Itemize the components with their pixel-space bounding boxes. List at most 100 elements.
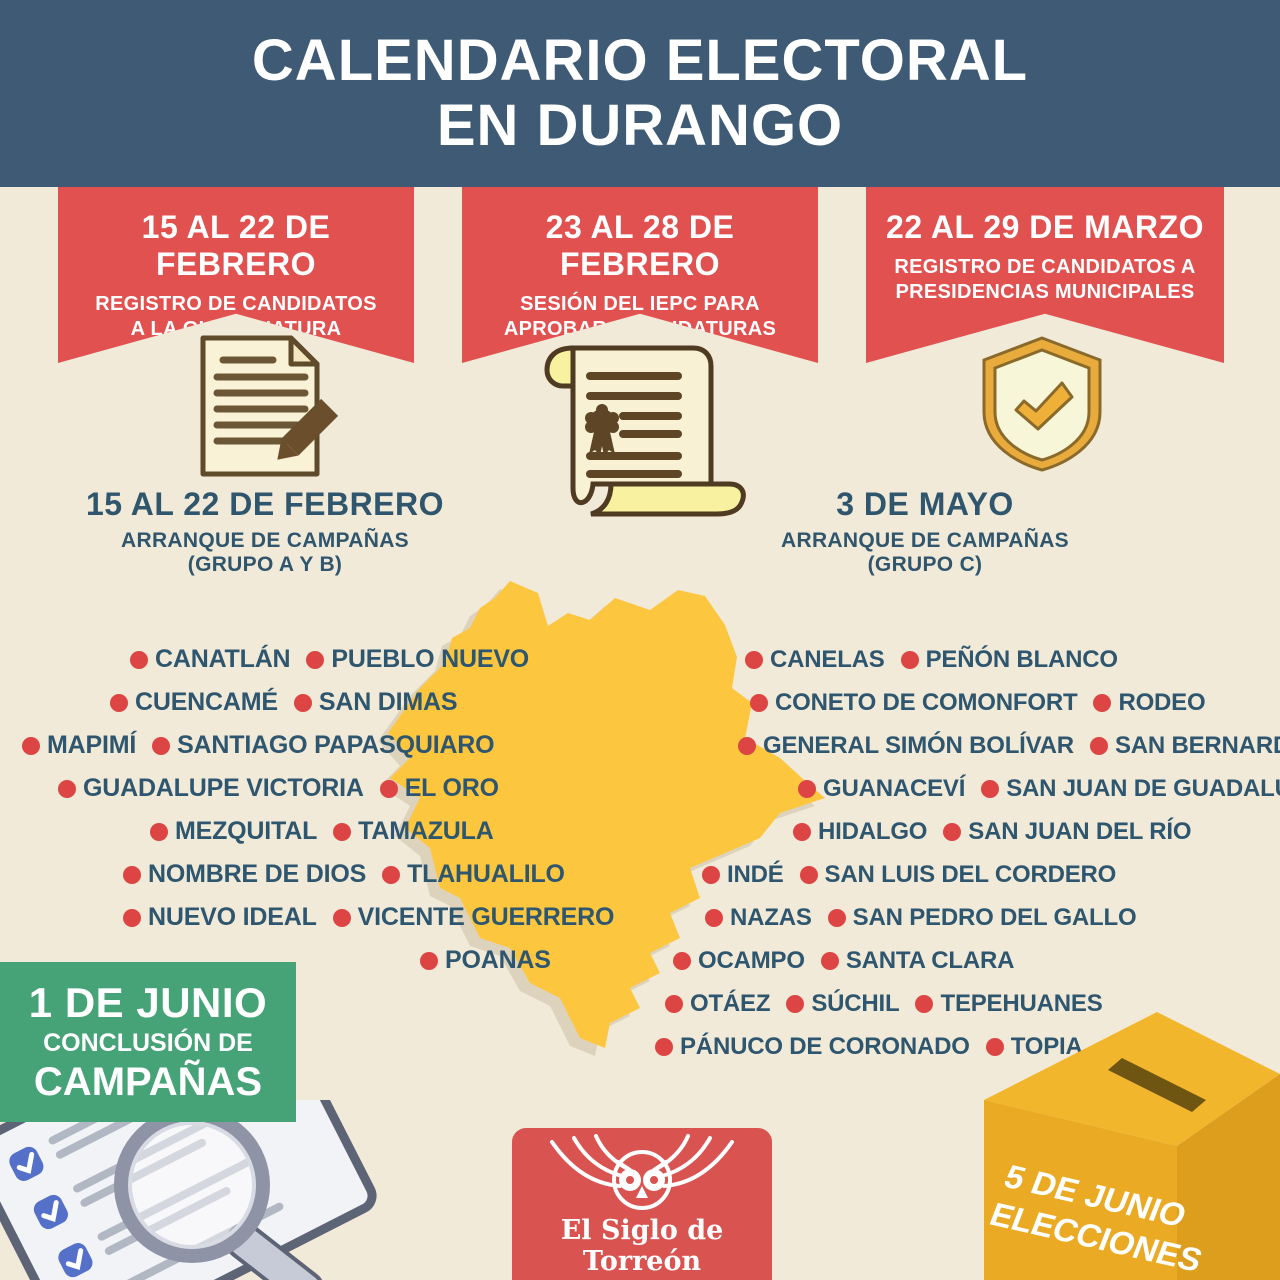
municipio-item: GUADALUPE VICTORIA [58, 774, 364, 803]
municipio-label: PUEBLO NUEVO [331, 645, 530, 673]
municipio-item: OCAMPO [673, 947, 805, 975]
municipio-label: SAN PEDRO DEL GALLO [852, 903, 1137, 931]
municipio-row: GUANACEVÍ SAN JUAN DE GUADALUPE [630, 767, 1280, 810]
municipio-item: GENERAL SIMÓN BOLÍVAR [738, 732, 1074, 760]
municipio-label: SANTIAGO PAPASQUIARO [177, 731, 495, 759]
municipio-label: PEÑÓN BLANCO [925, 645, 1118, 673]
municipio-row: CANATLÁN PUEBLO NUEVO [0, 638, 529, 681]
municipio-item: SANTA CLARA [820, 947, 1014, 975]
bullet-icon [152, 736, 171, 755]
municipio-label: MAPIMÍ [47, 731, 137, 759]
municipio-label: CANELAS [770, 645, 885, 673]
ribbon-date: 15 AL 22 DE FEBRERO [141, 209, 331, 282]
siglo-torreon-logo: El Siglo de Torreón PERIÓDICO REGIONAL D… [512, 1128, 772, 1280]
municipio-label: SÚCHIL [811, 989, 900, 1017]
bullet-icon [665, 994, 683, 1013]
bullet-icon [110, 693, 128, 712]
municipio-row: CANELAS PEÑÓN BLANCO [630, 638, 1280, 681]
campaign-ab-line2: (GRUPO A Y B) [187, 553, 343, 576]
municipio-label: VICENTE GUERRERO [357, 903, 615, 931]
municipio-row: NAZAS SAN PEDRO DEL GALLO [630, 896, 1280, 939]
bullet-icon [332, 908, 351, 927]
municipio-row: INDÉ SAN LUIS DEL CORDERO [630, 853, 1280, 896]
conclusion-date: 1 DE JUNIO [28, 979, 268, 1026]
bullet-icon [985, 1037, 1004, 1056]
ribbon-subtitle-line1: REGISTRO DE CANDIDATOS [95, 293, 377, 315]
municipio-item: NAZAS [705, 904, 812, 932]
municipio-row: PÁNUCO DE CORONADO TOPIA [630, 1025, 1280, 1068]
checklist-magnifier-illustration [0, 1100, 377, 1280]
municipio-label: EL ORO [404, 774, 499, 802]
conclusion-line2: CAMPAÑAS [33, 1060, 263, 1104]
header-banner: CALENDARIO ELECTORAL EN DURANGO [0, 0, 1280, 187]
municipio-row: MEZQUITAL TAMAZULA [0, 810, 515, 853]
municipio-label: SAN JUAN DE GUADALUPE [1006, 774, 1280, 802]
bullet-icon [382, 865, 401, 884]
bullet-icon [702, 865, 720, 884]
municipio-item: PÁNUCO DE CORONADO [655, 1033, 970, 1061]
municipio-item: SAN BERNARDO [1089, 731, 1280, 760]
page-title-line1: CALENDARIO ELECTORAL [251, 27, 1029, 93]
owl-icon [550, 1134, 734, 1210]
certificate-scroll-icon [544, 345, 746, 517]
campaign-group-ab: 15 AL 22 DE FEBRERO ARRANQUE DE CAMPAÑAS… [65, 486, 465, 577]
bullet-icon [799, 865, 818, 884]
municipio-label: TOPIA [1010, 1032, 1083, 1060]
ballot-box: 5 DE JUNIO ELECCIONES [984, 1012, 1280, 1280]
municipio-item: SÚCHIL [786, 989, 900, 1018]
bullet-icon [306, 650, 325, 669]
municipio-label: NUEVO IDEAL [148, 903, 317, 931]
municipio-item: VICENTE GUERRERO [332, 903, 615, 932]
conclusion-line1: CONCLUSIÓN DE [43, 1029, 253, 1057]
municipio-row: MAPIMÍ SANTIAGO PAPASQUIARO [0, 724, 515, 767]
municipio-label: HIDALGO [818, 817, 928, 845]
municipio-row: GUADALUPE VICTORIA EL ORO [0, 767, 515, 810]
municipio-label: RODEO [1118, 688, 1206, 716]
bullet-icon [981, 779, 1000, 798]
campaign-c-date: 3 DE MAYO [836, 486, 1014, 522]
municipio-item: SAN LUIS DEL CORDERO [799, 860, 1117, 889]
ribbon-subtitle-line1: REGISTRO DE CANDIDATOS A [894, 256, 1196, 278]
municipio-row: NOMBRE DE DIOS TLAHUALILO [0, 853, 565, 896]
municipio-label: SAN LUIS DEL CORDERO [824, 860, 1117, 888]
ribbon-date: 22 AL 29 DE MARZO [886, 209, 1204, 245]
municipio-label: INDÉ [727, 860, 784, 888]
bullet-icon [22, 736, 40, 755]
campaign-ab-line1: ARRANQUE DE CAMPAÑAS [121, 529, 409, 552]
ribbon-subtitle-line2: PRESIDENCIAS MUNICIPALES [895, 281, 1195, 303]
campaign-c-line2: (GRUPO C) [867, 553, 983, 576]
municipio-row: CONETO DE COMONFORT RODEO [630, 681, 1280, 724]
municipio-label: MEZQUITAL [175, 817, 318, 845]
municipio-label: NOMBRE DE DIOS [148, 860, 367, 888]
ribbon-subtitle-line1: SESIÓN DEL IEPC PARA [520, 293, 760, 315]
bullet-icon [786, 994, 805, 1013]
municipio-row: CUENCAMÉ SAN DIMAS [0, 681, 515, 724]
campaign-group-c: 3 DE MAYO ARRANQUE DE CAMPAÑAS (GRUPO C) [725, 486, 1125, 577]
municipio-label: TEPEHUANES [940, 989, 1103, 1017]
shield-check-icon [982, 336, 1102, 472]
bullet-icon [123, 865, 141, 884]
bullet-icon [1093, 693, 1112, 712]
municipio-item: OTÁEZ [665, 990, 771, 1018]
municipio-label: POANAS [445, 946, 551, 974]
municipio-label: SAN BERNARDO [1114, 731, 1280, 759]
campaign-c-line1: ARRANQUE DE CAMPAÑAS [781, 529, 1069, 552]
municipio-item: EL ORO [379, 774, 499, 803]
municipio-label: OCAMPO [698, 946, 805, 974]
municipio-item: CANELAS [745, 646, 885, 674]
municipio-item: CUENCAMÉ [110, 688, 278, 717]
municipio-label: TAMAZULA [358, 817, 494, 845]
municipio-item: TLAHUALILO [382, 860, 565, 889]
conclusion-campanas-box: 1 DE JUNIO CONCLUSIÓN DE CAMPAÑAS [0, 962, 296, 1122]
municipio-row: HIDALGO SAN JUAN DEL RÍO [630, 810, 1280, 853]
bullet-icon [915, 994, 934, 1013]
municipio-row: OCAMPO SANTA CLARA [630, 939, 1280, 982]
municipio-item: GUANACEVÍ [798, 775, 965, 803]
municipio-label: SAN JUAN DEL RÍO [968, 817, 1192, 845]
municipio-row: OTÁEZ SÚCHIL TEPEHUANES [630, 982, 1280, 1025]
bullet-icon [58, 779, 76, 798]
bullet-icon [745, 650, 763, 669]
municipio-label: GUANACEVÍ [823, 774, 966, 802]
municipios-group-c-list: CANELAS PEÑÓN BLANCO CONETO DE COMONFORT RO… [630, 638, 1280, 1068]
municipio-item: RODEO [1093, 688, 1206, 717]
